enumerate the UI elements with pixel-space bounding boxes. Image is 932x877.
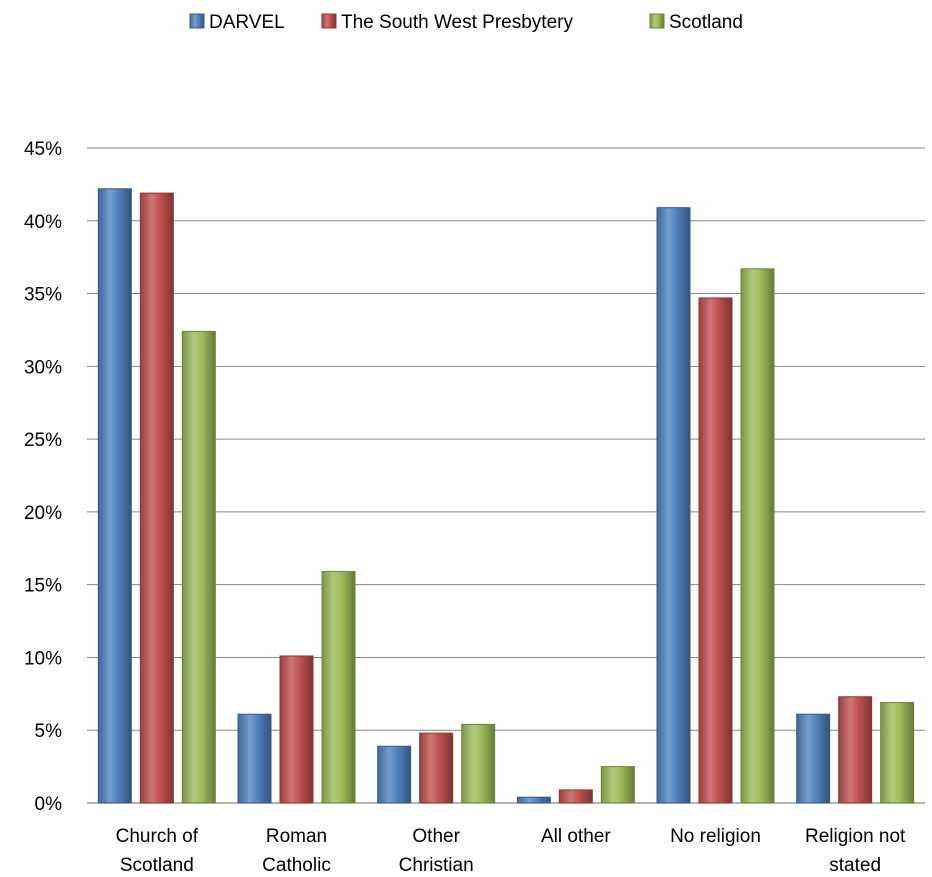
gridlines	[87, 147, 925, 804]
bar-the-south-west-presbytery	[838, 696, 873, 804]
bar-the-south-west-presbytery	[139, 192, 174, 804]
legend-label: DARVEL	[209, 12, 285, 33]
x-category-label: stated	[829, 855, 881, 876]
y-axis: 0% 5% 10% 15% 20% 25% 30% 35% 40% 45%	[24, 139, 62, 815]
y-tick-label: 25%	[24, 430, 62, 451]
y-tick-label: 35%	[24, 285, 62, 306]
legend: DARVEL The South West Presbytery Scotland	[189, 12, 743, 33]
bar-darvel	[516, 796, 551, 804]
bars	[97, 188, 915, 804]
x-category-label: Other	[412, 826, 460, 847]
bar-scotland	[321, 571, 356, 804]
x-category-label: No religion	[670, 826, 761, 847]
legend-swatch	[321, 13, 337, 29]
x-category-label: Christian	[399, 855, 474, 876]
x-category-label: Catholic	[262, 855, 331, 876]
y-tick-label: 40%	[24, 212, 62, 233]
legend-swatch	[649, 13, 665, 29]
bar-darvel	[656, 207, 691, 804]
bar-the-south-west-presbytery	[279, 655, 314, 804]
bar-darvel	[237, 713, 272, 804]
bar-scotland	[600, 766, 635, 804]
legend-label: The South West Presbytery	[341, 12, 573, 33]
x-category-label: Roman	[266, 826, 327, 847]
x-category-label: Religion not	[805, 826, 906, 847]
y-tick-label: 0%	[35, 794, 63, 815]
bar-darvel	[796, 713, 831, 804]
bar-the-south-west-presbytery	[698, 297, 733, 804]
y-tick-label: 45%	[24, 139, 62, 160]
y-tick-label: 10%	[24, 648, 62, 669]
bar-scotland	[740, 268, 775, 804]
bar-darvel	[377, 745, 412, 804]
legend-label: Scotland	[669, 12, 743, 33]
bar-scotland	[880, 702, 915, 804]
y-tick-label: 5%	[35, 721, 63, 742]
x-category-label: Scotland	[120, 855, 194, 876]
x-category-label: Church of	[116, 826, 199, 847]
bar-the-south-west-presbytery	[419, 732, 454, 804]
x-category-label: All other	[541, 826, 611, 847]
y-tick-label: 20%	[24, 503, 62, 524]
bar-scotland	[181, 330, 216, 804]
legend-swatch	[189, 13, 205, 29]
y-tick-label: 30%	[24, 357, 62, 378]
x-axis: Church of Scotland Roman Catholic Other Chris…	[116, 826, 906, 876]
bar-scotland	[461, 723, 496, 804]
bar-the-south-west-presbytery	[558, 789, 593, 804]
y-tick-label: 15%	[24, 576, 62, 597]
bar-darvel	[97, 188, 132, 804]
